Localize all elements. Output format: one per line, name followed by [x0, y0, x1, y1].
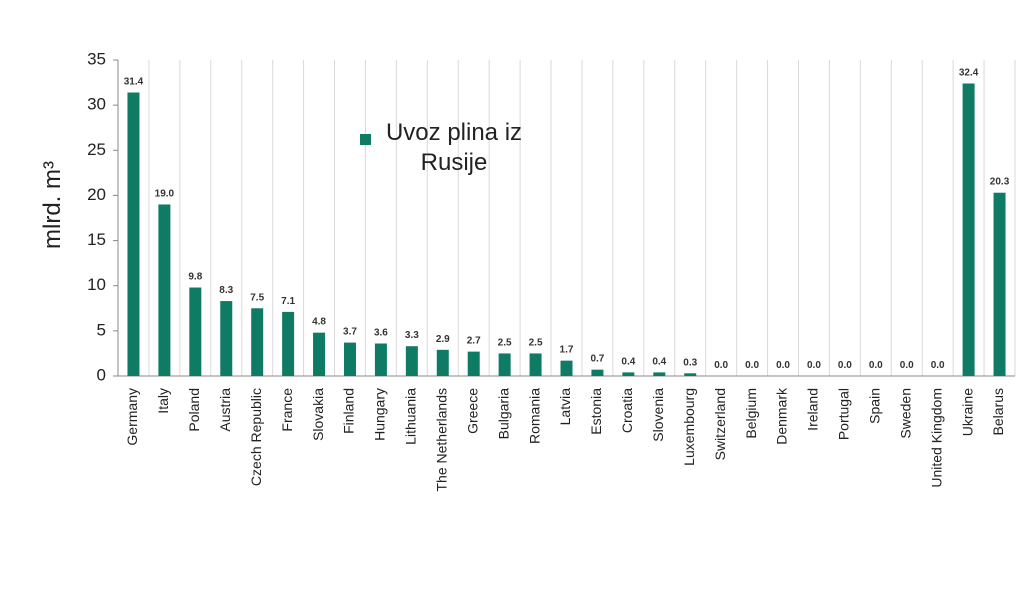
x-tick-label: France: [279, 388, 295, 432]
x-tick-label: Spain: [867, 388, 883, 424]
value-label: 8.3: [219, 285, 233, 296]
value-label: 3.6: [374, 327, 388, 338]
x-tick-label: Germany: [124, 388, 140, 446]
y-tick-label: 15: [87, 230, 106, 249]
bar: [436, 349, 449, 376]
bar: [127, 92, 140, 376]
x-tick-label: Ukraine: [959, 388, 975, 436]
y-tick-label: 10: [87, 275, 106, 294]
bar: [189, 287, 202, 376]
legend-swatch: [360, 134, 371, 145]
x-tick-label: Lithuania: [403, 388, 419, 445]
value-label: 2.5: [498, 337, 512, 348]
x-tick-label: Italy: [155, 388, 171, 414]
x-tick-label: Austria: [217, 388, 233, 432]
x-tick-label: Denmark: [774, 387, 790, 445]
value-label: 0.0: [931, 360, 945, 371]
x-tick-label: Latvia: [557, 388, 573, 426]
value-label: 0.4: [621, 356, 635, 367]
value-label: 32.4: [959, 67, 979, 78]
bar: [529, 353, 542, 376]
value-label: 0.4: [652, 356, 666, 367]
value-label: 31.4: [124, 77, 144, 88]
value-label: 0.3: [683, 357, 697, 368]
x-tick-label: Slovenia: [650, 388, 666, 442]
value-label: 2.9: [436, 334, 450, 345]
bar: [220, 301, 233, 376]
bar: [498, 353, 511, 376]
x-tick-label: Hungary: [372, 388, 388, 441]
value-label: 0.0: [838, 360, 852, 371]
value-label: 2.7: [467, 336, 481, 347]
x-tick-label: Belgium: [743, 388, 759, 439]
bar: [158, 204, 171, 376]
x-tick-label: Romania: [526, 388, 542, 444]
x-tick-label: Luxembourg: [681, 388, 697, 466]
value-label: 20.3: [990, 177, 1010, 188]
x-tick-label: United Kingdom: [928, 388, 944, 488]
legend: Uvoz plina iz Rusije: [360, 118, 540, 178]
x-tick-label: Croatia: [619, 388, 635, 433]
x-tick-label: Greece: [464, 388, 480, 434]
value-label: 3.7: [343, 327, 357, 338]
value-label: 0.0: [776, 360, 790, 371]
y-tick-label: 0: [97, 365, 106, 384]
x-tick-label: The Netherlands: [433, 388, 449, 492]
x-tick-label: Slovakia: [310, 388, 326, 441]
bar: [343, 342, 356, 376]
value-label: 3.3: [405, 330, 419, 341]
bar: [467, 351, 480, 376]
y-tick-label: 20: [87, 185, 106, 204]
y-axis-label: mlrd. m³: [39, 161, 66, 249]
bar: [282, 311, 295, 376]
legend-label: Uvoz plina iz Rusije: [385, 119, 523, 176]
value-label: 7.1: [281, 296, 295, 307]
value-label: 7.5: [250, 292, 264, 303]
bar: [993, 192, 1006, 376]
x-tick-label: Ireland: [805, 388, 821, 431]
bar: [962, 83, 975, 376]
value-label: 9.8: [188, 272, 202, 283]
x-tick-label: Sweden: [897, 388, 913, 439]
bar: [251, 308, 264, 376]
bar: [405, 346, 418, 376]
value-label: 0.0: [869, 360, 883, 371]
bar: [591, 369, 604, 376]
value-label: 4.8: [312, 317, 326, 328]
value-label: 0.0: [745, 360, 759, 371]
bar: [684, 373, 697, 376]
value-label: 0.0: [900, 360, 914, 371]
bar: [313, 332, 326, 376]
value-label: 0.0: [807, 360, 821, 371]
x-tick-label: Portugal: [836, 388, 852, 440]
value-label: 2.5: [529, 337, 543, 348]
bar: [653, 372, 666, 376]
bar: [560, 360, 573, 376]
value-label: 1.7: [560, 345, 574, 356]
x-tick-label: Poland: [186, 388, 202, 432]
x-tick-label: Switzerland: [712, 388, 728, 460]
x-tick-label: Estonia: [588, 388, 604, 435]
y-tick-label: 5: [97, 320, 106, 339]
y-tick-label: 35: [87, 49, 106, 68]
x-tick-label: Belarus: [990, 388, 1006, 435]
value-label: 0.7: [590, 354, 604, 365]
x-tick-label: Finland: [341, 388, 357, 434]
y-tick-label: 25: [87, 140, 106, 159]
x-tick-label: Bulgaria: [495, 388, 511, 440]
bar: [374, 343, 387, 376]
bar: [622, 372, 635, 376]
value-label: 0.0: [714, 360, 728, 371]
y-tick-label: 30: [87, 95, 106, 114]
x-tick-label: Czech Republic: [248, 388, 264, 486]
value-label: 19.0: [155, 188, 175, 199]
